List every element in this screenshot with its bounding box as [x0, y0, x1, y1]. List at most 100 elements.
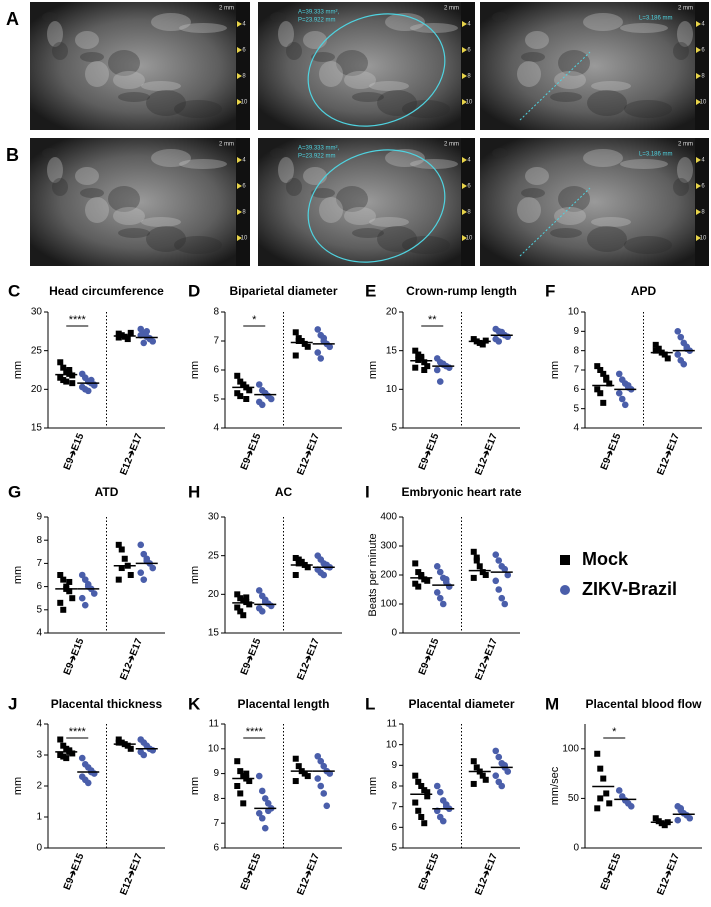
y-tick-label: 15 — [31, 423, 43, 434]
y-axis-label: mm — [189, 566, 201, 584]
data-point — [677, 805, 685, 812]
texture — [402, 236, 450, 254]
y-tick-label: 0 — [36, 843, 42, 854]
data-point — [424, 789, 431, 796]
data-point — [418, 814, 425, 820]
data-point — [439, 600, 447, 608]
data-point — [603, 790, 610, 797]
data-point — [149, 564, 157, 572]
y-tick-label: 25 — [31, 345, 43, 356]
depth-label: 10 — [466, 236, 473, 242]
texture — [492, 12, 508, 22]
data-point — [143, 555, 151, 563]
chart-title: ATD — [95, 485, 119, 499]
y-axis-label: mm — [189, 361, 201, 379]
data-point — [115, 736, 122, 743]
data-point — [323, 563, 331, 570]
y-tick-label: 7 — [36, 558, 42, 569]
data-point — [314, 775, 322, 782]
y-tick-label: 1 — [36, 812, 42, 823]
x-tick-label: E12➔E17 — [295, 852, 322, 897]
texture — [42, 148, 58, 158]
data-point — [615, 787, 623, 794]
depth-marker — [462, 99, 467, 105]
data-point — [255, 381, 263, 388]
data-point — [470, 758, 477, 765]
y-axis-label: mm — [12, 361, 24, 379]
data-point — [127, 329, 134, 336]
y-tick-label: 100 — [380, 599, 397, 610]
y-tick-label: 8 — [391, 781, 397, 792]
data-point — [69, 750, 76, 757]
x-tick-label: E12➔E17 — [473, 852, 500, 897]
depth-marker — [237, 47, 242, 53]
panel-letter: K — [188, 694, 201, 713]
texture — [385, 149, 425, 167]
data-point — [326, 770, 334, 777]
data-point — [258, 401, 266, 409]
panel-letter: E — [365, 281, 376, 300]
y-tick-label: 2 — [36, 781, 42, 792]
depth-label: 4 — [701, 22, 705, 28]
legend-marker — [560, 585, 570, 595]
data-point — [597, 795, 604, 802]
texture — [344, 207, 376, 225]
data-point — [255, 809, 263, 817]
texture — [677, 157, 693, 183]
depth-label: 8 — [242, 74, 246, 80]
data-point — [433, 589, 441, 596]
data-point — [57, 736, 64, 743]
texture — [113, 207, 145, 225]
chart-title: Biparietal diameter — [229, 284, 337, 298]
texture — [558, 186, 590, 212]
y-tick-label: 20 — [31, 384, 43, 395]
y-tick-label: 5 — [36, 604, 42, 615]
depth-marker — [696, 99, 701, 105]
data-point — [436, 568, 444, 576]
data-point — [412, 560, 419, 567]
data-point — [234, 783, 241, 789]
data-point — [149, 747, 157, 754]
chart-title: Placental blood flow — [585, 697, 702, 711]
data-point — [81, 601, 89, 609]
depth-marker — [237, 73, 242, 79]
y-tick-label: 50 — [568, 793, 580, 804]
depth-marker — [237, 99, 242, 105]
data-point — [479, 341, 486, 348]
data-point — [78, 594, 86, 602]
data-point — [295, 763, 302, 770]
texture — [52, 178, 68, 196]
data-point — [317, 355, 325, 362]
x-tick-label: E12➔E17 — [655, 852, 682, 897]
depth-label: 10 — [466, 100, 473, 106]
data-point — [495, 338, 503, 345]
x-tick-label: E9➔E15 — [239, 852, 264, 892]
data-point — [415, 807, 422, 814]
data-point — [492, 551, 500, 558]
x-tick-label: E12➔E17 — [295, 432, 322, 477]
texture — [113, 71, 145, 89]
data-point — [115, 576, 122, 583]
y-tick-label: 4 — [36, 628, 42, 639]
texture — [525, 167, 549, 185]
texture — [521, 188, 545, 198]
texture — [108, 186, 140, 212]
data-point — [234, 591, 241, 598]
data-point — [234, 758, 241, 765]
x-tick-label: E9➔E15 — [62, 852, 87, 892]
y-tick-label: 6 — [573, 384, 579, 395]
depth-bar — [461, 138, 475, 266]
ultrasound-image — [258, 2, 475, 130]
x-tick-label: E9➔E15 — [239, 432, 264, 472]
data-point — [115, 334, 122, 341]
y-tick-label: 4 — [573, 423, 579, 434]
data-point — [470, 548, 477, 555]
texture — [278, 21, 294, 47]
texture — [85, 197, 109, 223]
depth-marker — [462, 183, 467, 189]
data-point — [482, 776, 489, 783]
y-tick-label: 9 — [573, 326, 579, 337]
data-point — [686, 814, 694, 822]
data-point — [495, 753, 503, 761]
texture — [410, 23, 458, 33]
